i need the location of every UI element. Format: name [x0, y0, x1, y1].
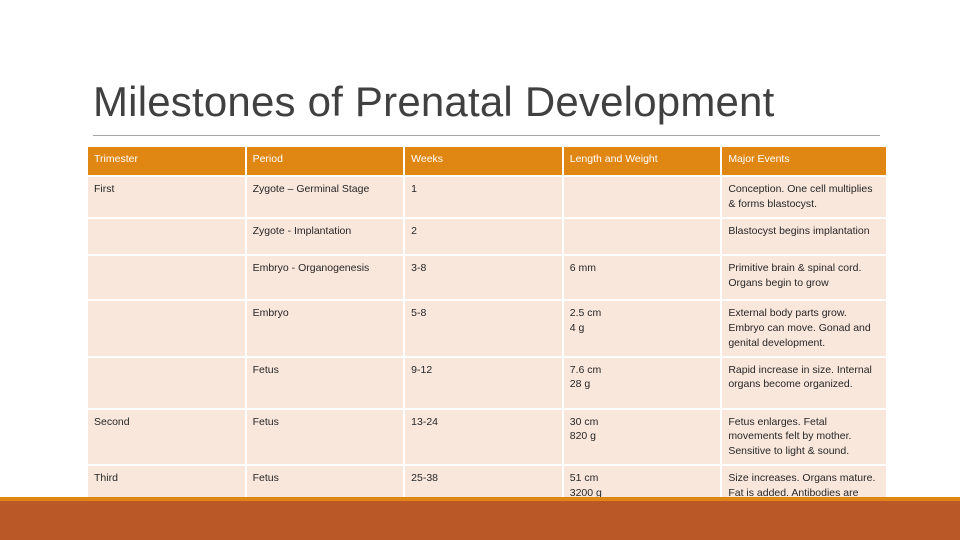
- cell-trimester: [88, 255, 245, 299]
- cell-trimester: First: [88, 177, 245, 217]
- cell-period: Fetus: [246, 409, 404, 465]
- cell-major-events: Primitive brain & spinal cord. Organs be…: [722, 255, 886, 299]
- header-weeks: Weeks: [405, 147, 562, 175]
- cell-trimester: [88, 300, 245, 356]
- table-row: Zygote - Implantation 2 Blastocyst begin…: [88, 218, 886, 254]
- cell-major-events: External body parts grow. Embryo can mov…: [722, 300, 886, 356]
- table-row: First Zygote – Germinal Stage 1 Concepti…: [88, 177, 886, 217]
- cell-period: Zygote – Germinal Stage: [246, 177, 404, 217]
- cell-weeks: 5-8: [405, 300, 562, 356]
- header-length-weight: Length and Weight: [563, 147, 721, 175]
- cell-length-weight: [563, 177, 721, 217]
- cell-trimester: Second: [88, 409, 245, 465]
- cell-period: Embryo: [246, 300, 404, 356]
- table-header-row: Trimester Period Weeks Length and Weight…: [88, 147, 886, 175]
- cell-length-weight: [563, 218, 721, 254]
- table-row: Fetus 9-12 7.6 cm 28 g Rapid increase in…: [88, 357, 886, 408]
- cell-length-weight: 2.5 cm 4 g: [563, 300, 721, 356]
- title-divider: [93, 135, 880, 136]
- cell-trimester: [88, 218, 245, 254]
- cell-length-weight: 30 cm 820 g: [563, 409, 721, 465]
- cell-trimester: [88, 357, 245, 408]
- footer-accent-line: [0, 497, 960, 501]
- header-major-events: Major Events: [722, 147, 886, 175]
- table-row: Embryo 5-8 2.5 cm 4 g External body part…: [88, 300, 886, 356]
- cell-weeks: 13-24: [405, 409, 562, 465]
- cell-weeks: 9-12: [405, 357, 562, 408]
- cell-major-events: Rapid increase in size. Internal organs …: [722, 357, 886, 408]
- cell-period: Zygote - Implantation: [246, 218, 404, 254]
- cell-major-events: Conception. One cell multiplies & forms …: [722, 177, 886, 217]
- header-period: Period: [246, 147, 404, 175]
- cell-weeks: 3-8: [405, 255, 562, 299]
- cell-major-events: Fetus enlarges. Fetal movements felt by …: [722, 409, 886, 465]
- cell-period: Fetus: [246, 357, 404, 408]
- cell-major-events: Blastocyst begins implantation: [722, 218, 886, 254]
- header-trimester: Trimester: [88, 147, 245, 175]
- slide-title: Milestones of Prenatal Development: [93, 78, 775, 125]
- cell-period: Embryo - Organogenesis: [246, 255, 404, 299]
- cell-weeks: 2: [405, 218, 562, 254]
- footer-bar: [0, 501, 960, 540]
- cell-length-weight: 7.6 cm 28 g: [563, 357, 721, 408]
- table-row: Second Fetus 13-24 30 cm 820 g Fetus enl…: [88, 409, 886, 465]
- milestones-table: Trimester Period Weeks Length and Weight…: [86, 145, 888, 523]
- cell-weeks: 1: [405, 177, 562, 217]
- table-row: Embryo - Organogenesis 3-8 6 mm Primitiv…: [88, 255, 886, 299]
- cell-length-weight: 6 mm: [563, 255, 721, 299]
